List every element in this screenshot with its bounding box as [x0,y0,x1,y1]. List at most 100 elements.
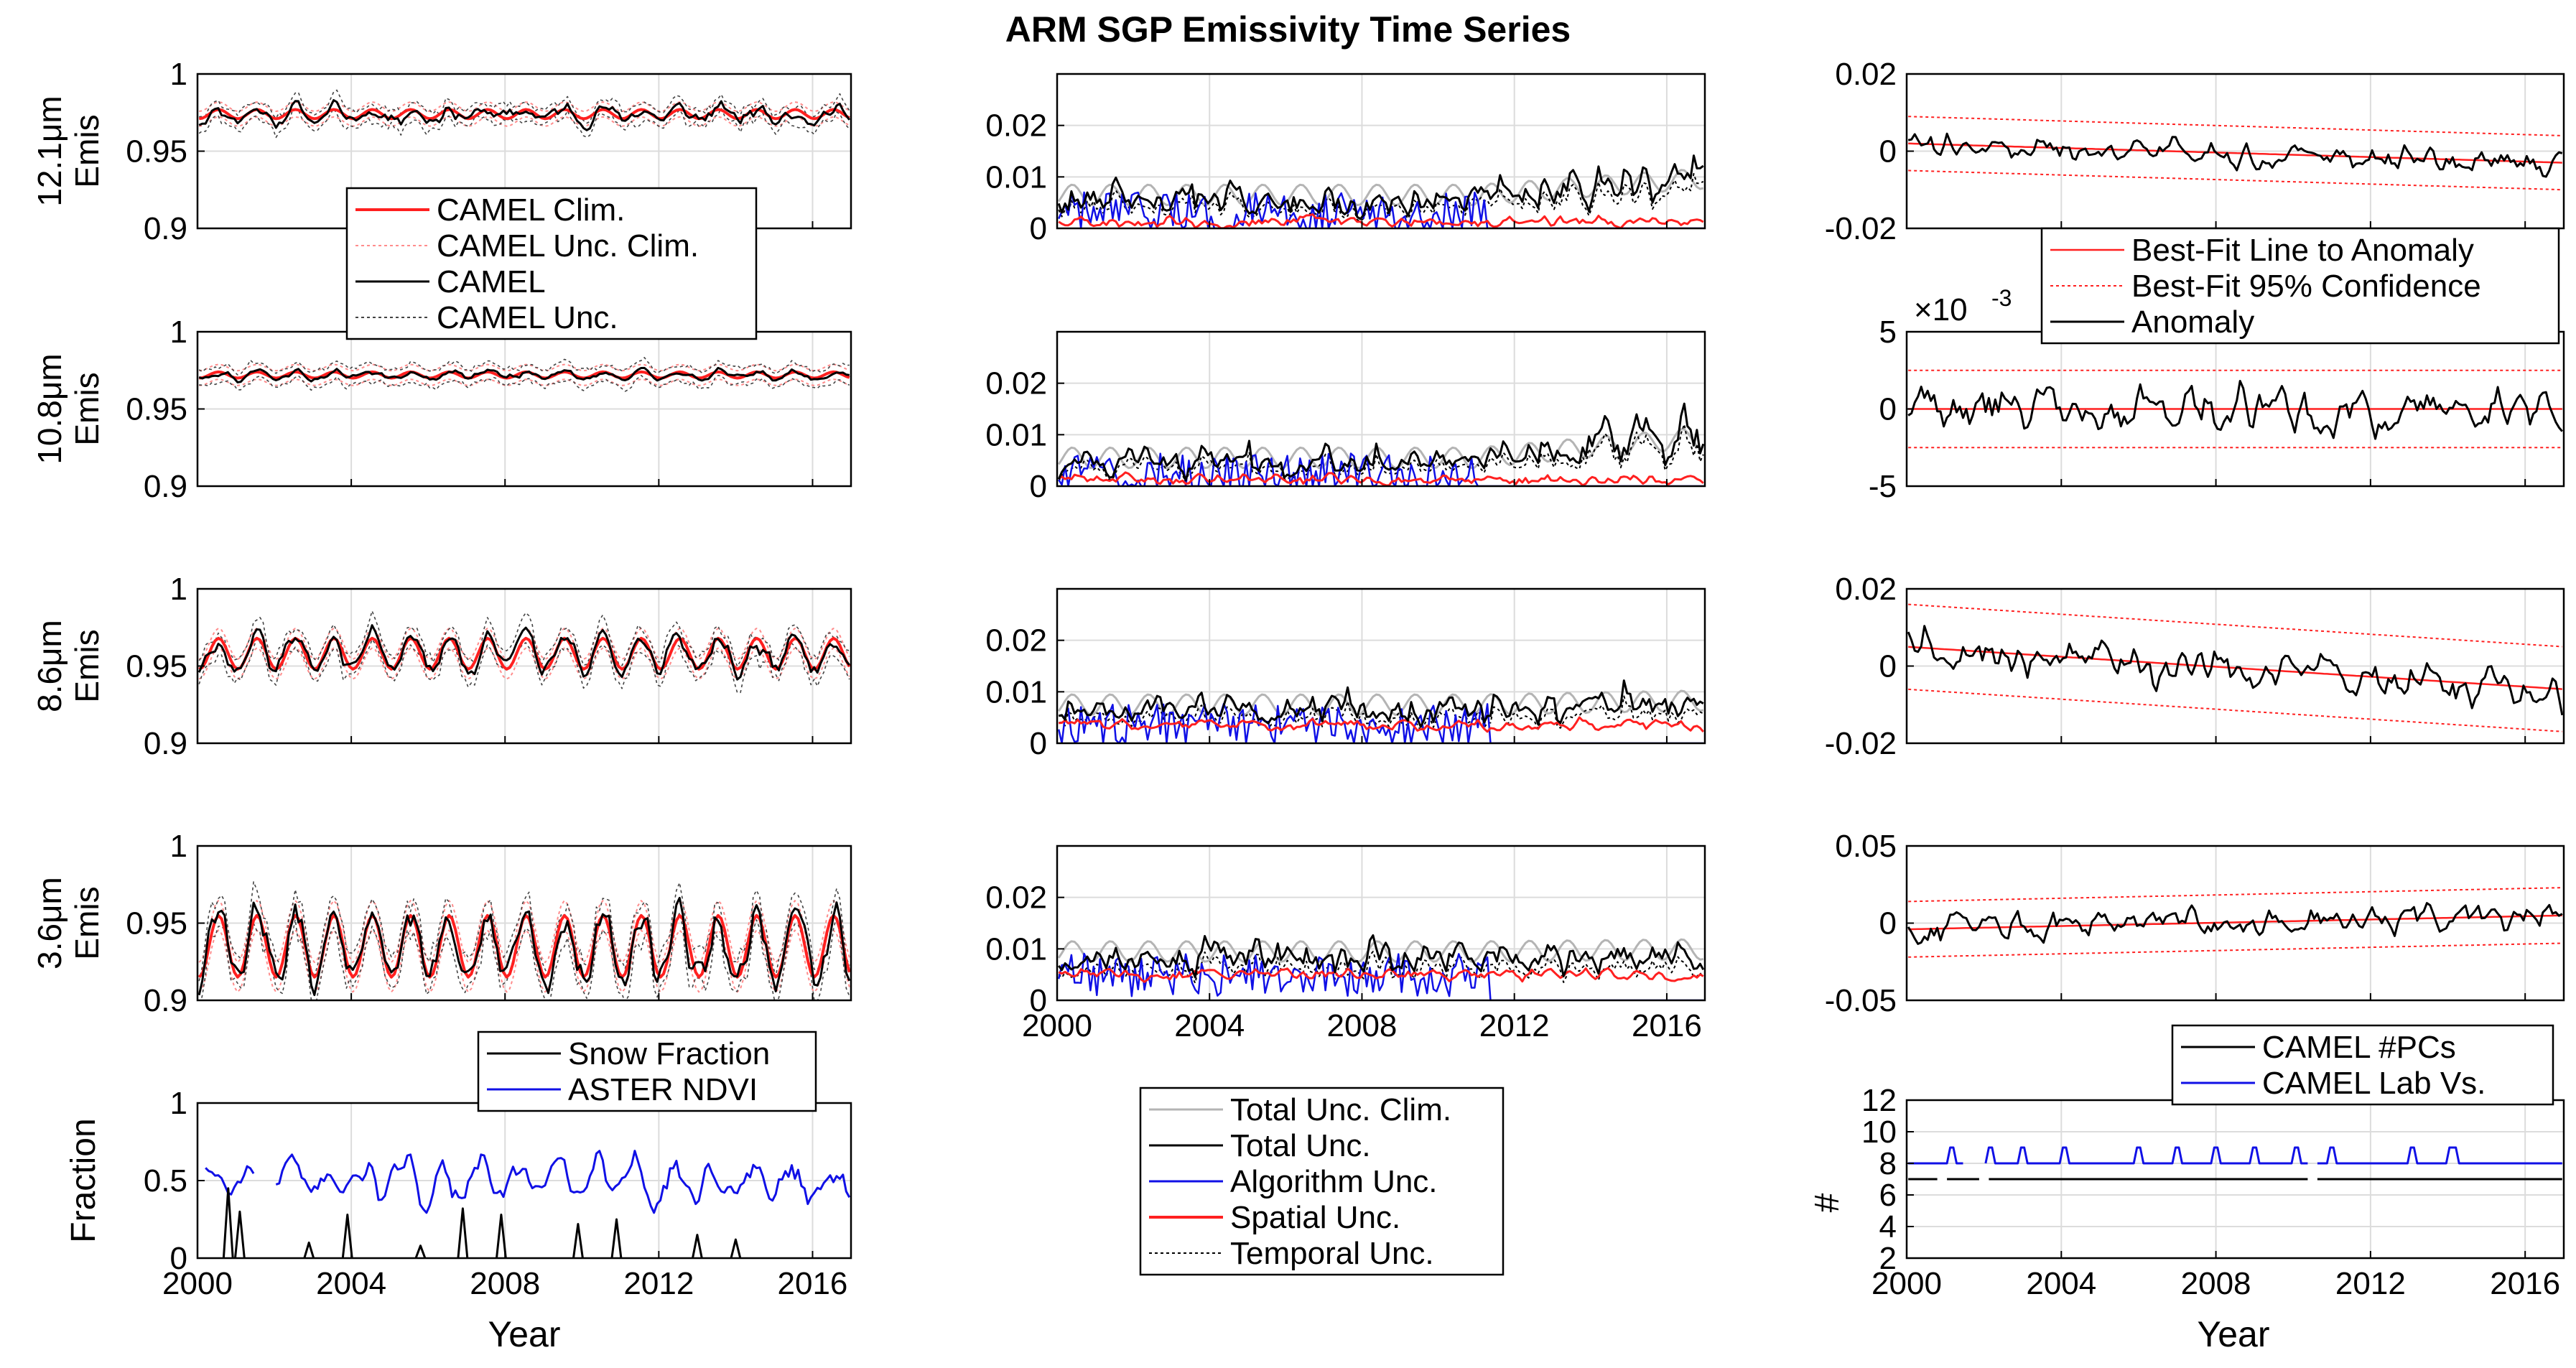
camel [198,366,850,383]
spatial-unc [1059,716,1704,733]
legend-entry-label: CAMEL Unc. [437,300,618,335]
camel-unc-lower [198,107,850,139]
legend-entry-label: Best-Fit 95% Confidence [2131,269,2481,304]
legend-entry-label: Anomaly [2131,304,2254,340]
legend-entry-label: Snow Fraction [568,1036,770,1071]
camel-unc-upper [199,89,850,124]
y-tick-label: 0.01 [985,417,1047,452]
x-tick-label: 2016 [1632,1008,1702,1043]
plot-area [1057,402,1705,486]
y-label-line2: Emis [68,886,106,959]
y-tick-label: 0 [1879,906,1897,941]
clim-unc-lower [199,116,850,127]
temporal-unc [1058,172,1704,223]
total-unc-clim [1057,938,1704,963]
x-tick-label: 2008 [1327,1008,1398,1043]
total-unc [1058,679,1704,728]
legend-entry-label: CAMEL [437,264,546,299]
axes-box [1056,587,1706,745]
algorithm-unc [1057,952,1703,1000]
x-tick-label: 2004 [2026,1266,2096,1301]
camel-clim [198,636,851,671]
y-axis-label: 10.8μm Emis [31,353,106,464]
aster-ndvi-line [205,1150,851,1214]
snow-fraction-spike [222,1187,234,1258]
y-tick-label: 0.95 [126,134,187,169]
panel-emis-3um: 0.9 0.95 1 [126,829,852,1018]
ci-upper [1908,116,2562,136]
camel [198,99,851,131]
algorithm-unc [1058,452,1703,486]
total-unc [1057,154,1704,220]
panel-anom-3um: -0.05 0 0.05 [1825,829,2565,1018]
y-label-line1: 3.6μm [31,877,68,969]
panel-unc-8um: 0 0.01 0.02 [985,587,1706,761]
anomaly [1907,380,2563,440]
plot-area [1057,154,1704,228]
anomaly [1907,132,2563,178]
y-tick-label: 0.02 [1835,57,1897,92]
y-label-line1: 8.6μm [31,620,68,712]
x-tick-label: 2008 [2181,1266,2251,1301]
plot-area [1057,679,1704,743]
x-axis-label-left: Year [488,1314,560,1354]
y-tick-label: -5 [1869,469,1897,504]
axes-box [1056,73,1706,230]
y-tick-label: 0.02 [985,366,1047,401]
algorithm-unc [1057,702,1703,743]
camel-unc-lower [199,374,850,392]
x-tick-label: 2016 [2490,1266,2560,1301]
y-label-fraction: Fraction [65,1118,103,1242]
y-label-line2: Emis [68,372,106,445]
total-unc [1057,402,1705,482]
panel-unc-3um: 2000 2004 2008 2012 2016 0 0.01 0.02 [985,844,1706,1043]
y-tick-label: 0.9 [144,211,187,246]
legend-box [2040,227,2560,345]
plot-area [205,1150,851,1258]
panel-unc-12um: 0 0.01 0.02 [985,73,1706,246]
y-tick-label: 0 [1030,726,1047,761]
snow-fraction-spike [572,1223,584,1258]
panel-anom-8um: -0.02 0 0.02 [1825,572,2565,761]
snow-fraction-spike [234,1210,246,1258]
y-label-line1: 12.1μm [31,96,68,206]
y-tick-label: 0 [1879,649,1897,684]
clim-unc-upper [198,900,850,964]
y-tick-label: 0.02 [985,880,1047,916]
x-tick-label: 2012 [1479,1008,1550,1043]
ci-lower [1908,942,2562,958]
y-tick-label: 6 [1879,1178,1897,1213]
y-tick-label: 0.01 [985,674,1047,709]
y-tick-label: 4 [1879,1209,1897,1244]
plot-area [1057,934,1705,1000]
axes-box [1056,330,1706,488]
y-tick-label: 0 [1030,211,1047,246]
legend-entry-label: Spatial Unc. [1230,1200,1400,1235]
best-fit-line [1908,914,2562,931]
legend-box [345,187,758,340]
y-tick-label: 0.95 [126,649,187,684]
y-tick-label: 0 [170,1241,187,1276]
y-label-hash: # [1808,1193,1846,1212]
x-tick-label: 2012 [623,1266,694,1301]
y-tick-label: 8 [1879,1146,1897,1181]
legend-uncertainty: Total Unc. Clim.Total Unc.Algorithm Unc.… [1139,1087,1505,1276]
plot-area [197,881,851,1000]
temporal-unc [1058,423,1704,483]
legend-box [477,1030,817,1112]
y-tick-label: -0.02 [1825,726,1897,761]
y-label-line2: Emis [68,114,106,187]
spatial-unc [1058,967,1704,983]
legend-entry-label: Best-Fit Line to Anomaly [2131,233,2474,268]
y-tick-label: 0.01 [985,159,1047,195]
figure-title: ARM SGP Emissivity Time Series [1005,9,1571,50]
y-tick-label: 12 [1861,1083,1897,1118]
ci-upper [1908,887,2562,903]
panel-frac: 2000 2004 2008 2012 2016 0 0.5 1 [144,1086,852,1301]
y-label-line2: Emis [68,629,106,702]
